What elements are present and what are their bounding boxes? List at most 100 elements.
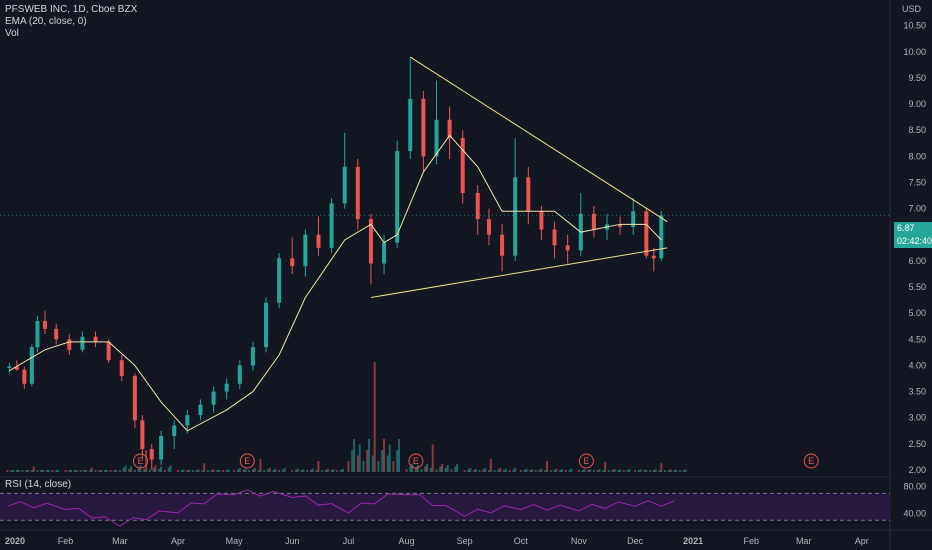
volume-bar — [21, 470, 24, 472]
volume-bar — [411, 463, 414, 472]
candle-body — [659, 215, 664, 259]
volume-bar — [317, 461, 320, 472]
volume-bar — [281, 469, 284, 472]
price-tick-label: 3.00 — [908, 413, 926, 423]
price-tick-label: 10.00 — [903, 47, 926, 57]
candle-body — [237, 365, 242, 384]
last-price-tag: 6.87 — [894, 222, 932, 235]
price-tick-label: 9.00 — [908, 99, 926, 109]
volume-bar — [499, 468, 502, 472]
price-tick-label: 3.50 — [908, 387, 926, 397]
volume-bar — [88, 470, 91, 472]
volume-bar — [570, 468, 573, 472]
volume-bar — [564, 470, 567, 472]
volume-bar — [611, 470, 614, 472]
candle-body — [29, 347, 34, 384]
volume-bar — [238, 468, 241, 472]
candle-body — [80, 336, 85, 350]
candle-body — [14, 366, 19, 370]
volume-bar — [160, 466, 163, 472]
volume-bar — [27, 470, 30, 472]
volume-bar — [236, 469, 239, 472]
time-tick-label: Mar — [796, 536, 812, 546]
volume-bar — [169, 465, 172, 472]
volume-bar — [371, 455, 374, 472]
candle-body — [198, 404, 203, 416]
volume-bar — [386, 455, 389, 472]
volume-bar — [613, 469, 616, 472]
volume-bar — [268, 468, 271, 472]
candle-body — [408, 98, 413, 152]
candle-body — [54, 328, 59, 340]
volume-bar — [336, 470, 339, 472]
volume-bar — [658, 470, 661, 472]
volume-bar — [124, 465, 127, 472]
volume-bar — [315, 470, 318, 472]
rsi-tick-label: 80.00 — [903, 482, 926, 492]
volume-bar — [652, 470, 655, 472]
volume-bar — [366, 450, 369, 472]
price-tick-label: 6.00 — [908, 256, 926, 266]
volume-bar — [414, 467, 417, 472]
volume-bar — [332, 469, 335, 472]
volume-bar — [42, 470, 45, 472]
volume-bar — [654, 469, 657, 472]
volume-bar — [324, 469, 327, 472]
chart-legend: PFSWEB INC, 1D, Cboe BZX EMA (20, close,… — [5, 4, 137, 40]
volume-bar — [362, 461, 365, 472]
volume-bar — [583, 469, 586, 472]
volume-bar — [684, 469, 687, 472]
volume-bar — [377, 461, 380, 472]
ema-line — [9, 134, 662, 432]
volume-bar — [257, 470, 260, 472]
symbol-title[interactable]: PFSWEB INC, 1D, Cboe BZX — [5, 4, 138, 15]
volume-bar — [283, 468, 286, 472]
candle-body — [7, 366, 12, 369]
volume-bar — [32, 466, 35, 472]
price-tick-label: 5.00 — [908, 308, 926, 318]
volume-bar — [152, 467, 155, 472]
price-tick-label: 2.00 — [908, 465, 926, 475]
candle-body — [475, 192, 480, 220]
candle-body — [644, 211, 649, 256]
volume-bar — [467, 469, 470, 472]
volume-bar — [176, 470, 179, 472]
rsi-legend[interactable]: RSI (14, close) — [5, 479, 72, 490]
volume-bar — [589, 469, 592, 472]
volume-bar — [596, 470, 599, 472]
volume-bar — [227, 469, 230, 472]
volume-bar — [628, 469, 631, 472]
volume-bar — [296, 468, 299, 472]
earnings-marker-label: E — [413, 456, 419, 466]
volume-bar — [587, 470, 590, 472]
volume-bar — [534, 470, 537, 472]
candle-body — [382, 242, 387, 264]
candle-body — [159, 436, 164, 460]
volume-bar — [79, 470, 82, 472]
volume-bar — [637, 470, 640, 472]
earnings-marker — [578, 453, 594, 469]
volume-bar — [581, 470, 584, 472]
ema-legend[interactable]: EMA (20, close, 0) — [5, 16, 87, 27]
volume-bar — [103, 470, 106, 472]
volume-bar — [295, 469, 297, 472]
volume-bar — [450, 469, 453, 472]
volume-bar — [83, 470, 86, 472]
price-tick-label: 7.00 — [908, 204, 926, 214]
volume-bar — [6, 470, 9, 472]
candle-body — [486, 219, 491, 235]
price-tick-label: 5.50 — [908, 282, 926, 292]
volume-bar — [489, 458, 492, 472]
time-tick-label: Feb — [743, 536, 759, 546]
volume-bar — [64, 470, 67, 472]
volume-bar — [619, 469, 622, 472]
time-tick-label: Sep — [457, 536, 473, 546]
vol-legend[interactable]: Vol — [5, 28, 19, 39]
volume-bar — [626, 470, 629, 472]
volume-bar — [143, 468, 146, 472]
price-tick-label: 4.50 — [908, 334, 926, 344]
rsi-band — [0, 493, 890, 521]
candle-body — [526, 177, 531, 212]
volume-bar — [634, 470, 637, 472]
